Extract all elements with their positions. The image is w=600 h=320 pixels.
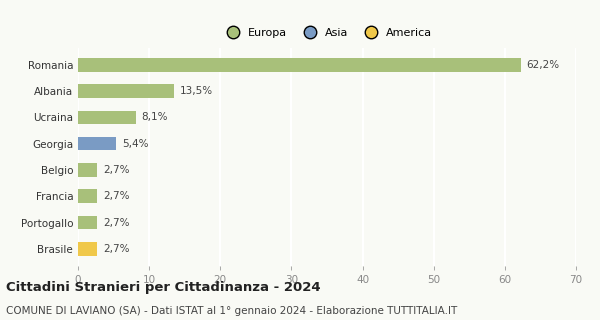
Text: 13,5%: 13,5%	[180, 86, 213, 96]
Bar	[78, 216, 97, 229]
Bar	[78, 84, 174, 98]
Text: 2,7%: 2,7%	[103, 191, 130, 201]
Bar	[78, 137, 116, 150]
Bar	[78, 110, 136, 124]
Text: COMUNE DI LAVIANO (SA) - Dati ISTAT al 1° gennaio 2024 - Elaborazione TUTTITALIA: COMUNE DI LAVIANO (SA) - Dati ISTAT al 1…	[6, 306, 457, 316]
Bar	[78, 58, 521, 72]
Text: 5,4%: 5,4%	[122, 139, 149, 149]
Bar	[78, 242, 97, 256]
Bar	[78, 189, 97, 203]
Legend: Europa, Asia, America: Europa, Asia, America	[221, 28, 433, 38]
Text: Cittadini Stranieri per Cittadinanza - 2024: Cittadini Stranieri per Cittadinanza - 2…	[6, 281, 320, 294]
Text: 8,1%: 8,1%	[142, 112, 168, 122]
Text: 2,7%: 2,7%	[103, 165, 130, 175]
Text: 2,7%: 2,7%	[103, 218, 130, 228]
Text: 62,2%: 62,2%	[526, 60, 559, 70]
Text: 2,7%: 2,7%	[103, 244, 130, 254]
Bar	[78, 163, 97, 177]
